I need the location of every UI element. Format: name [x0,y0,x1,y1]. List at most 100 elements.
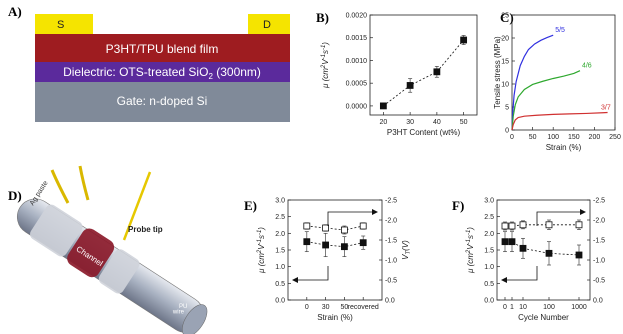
data-point-filled [303,238,311,246]
data-point-open [575,221,583,229]
x-tick-label: 0 [305,304,309,311]
gate-layer [35,82,290,122]
plot-frame [287,199,383,301]
x-tick-label: recovered [348,304,379,311]
drain-label: D [263,19,271,31]
y-tick-label: 2.5 [275,214,285,221]
left-axis-arrow [503,266,538,281]
data-point-filled [359,239,367,247]
plot-frame [511,14,616,131]
y-tick-label-right: -2.0 [385,218,397,225]
series-line [511,34,554,131]
x-tick-label: 30 [406,119,414,126]
panel-f-letter: F) [452,198,464,213]
probe-tip [122,171,152,241]
data-point-filled [501,238,509,246]
chart-e: E) 0.0 0.5 1.0 1.5 2.0 2.5 3.0 0.0 -0.5 -1.0 -1.5 -2… [244,198,412,323]
right-axis-arrow [536,211,584,226]
drain-contact [248,14,290,34]
series-line [505,241,580,256]
y-axis-label-part: 2 [321,64,327,69]
y-tick-label: 1.0 [275,264,285,271]
pu-wire-label-1: PU [179,304,187,310]
data-point-filled [575,251,583,259]
data-point-open [508,222,516,230]
panel-b-letter: B) [316,10,329,25]
y-axis-label-part: V [466,244,475,250]
y-tick-label: 0.0 [275,298,285,305]
y-axis-label-right-part: V [401,254,410,260]
y-tick-label: 2.0 [275,231,285,238]
right-axis-arrow [327,211,376,226]
x-tick-label: 200 [589,134,601,141]
plot-frame [496,199,591,301]
chart-f: F) 0.0 0.5 1.0 1.5 2.0 2.5 3.0 0.0 -0.5 -1.0 -1.5 -2… [452,198,605,323]
y-tick-label: 0.0020 [346,13,368,20]
y-axis-label-part: 2 [257,249,263,254]
y-tick-label: 25 [501,13,509,20]
y-tick-label: 0.0 [484,298,494,305]
y-tick-label-right: -2.0 [593,218,605,225]
plot-frame [369,14,478,116]
series-line [511,111,608,131]
dielectric-layer [35,62,290,82]
gold-lead-left [50,169,70,204]
y-tick-label: 3.0 [484,198,494,205]
pu-wire-label-2: wire [172,309,185,315]
y-axis-label-part: V [321,59,330,65]
y-tick-label: 0 [505,128,509,135]
probe-tip-label: Probe tip [128,225,163,234]
x-tick-label: 1 [510,304,514,311]
data-point-filled [340,243,348,251]
y-axis-label-part: ) [257,227,266,231]
x-tick-label: 30 [322,304,330,311]
y-tick-label: 2.5 [484,214,494,221]
series-label: 4/6 [582,63,592,70]
y-axis-label-part: -1 [257,230,263,235]
series-line [306,225,364,231]
y-axis-label-part: s [257,235,266,239]
y-tick-label-right: -1.5 [593,238,605,245]
y-tick-label: 1.5 [484,248,494,255]
chart-b: B) 20 30 40 50 0.0000 0.0005 0.0010 0.0015 0.0020… [316,10,478,137]
gate-label: Gate: n-doped Si [117,94,208,108]
x-tick-label: 100 [543,304,555,311]
data-point-filled [508,238,516,246]
y-tick-label: 0.0005 [346,81,368,88]
x-axis-label: Cycle Number [518,313,569,322]
y-axis-label-part: -1 [257,239,263,244]
y-axis-label-part: -1 [466,230,472,235]
data-point-open [359,222,367,230]
data-line [383,39,464,107]
x-tick-label: 1000 [571,304,587,311]
data-point-open [501,222,509,230]
channel-region [67,228,115,278]
left-axis-arrowhead [501,277,507,283]
data-point-open [340,226,348,234]
y-tick-label-right: -1.0 [385,258,397,265]
panel-d-wire-illustration: Channel Ag paste PU wire Probe tip [16,165,208,334]
right-axis-arrowhead [372,209,378,215]
x-tick-label: 100 [547,134,559,141]
y-axis-label-part: μ (cm [466,253,475,274]
y-tick-label: 0.5 [484,281,494,288]
x-tick-label: 20 [379,119,387,126]
y-tick-label: 20 [501,36,509,43]
y-axis-label-part: -1 [466,239,472,244]
wire-end-cap [182,304,208,334]
source-label: S [57,19,64,31]
right-axis-arrowhead [580,209,586,215]
y-tick-label: 1.5 [275,248,285,255]
data-point-filled [545,249,553,257]
data-point-filled [519,244,527,252]
y-tick-label-right: -0.5 [385,278,397,285]
series-line [306,241,364,248]
data-point [460,36,468,44]
data-point-open [322,224,330,232]
y-tick-label: 5 [505,105,509,112]
y-tick-label: 0.0015 [346,35,368,42]
y-tick-label-right: -1.0 [593,258,605,265]
y-axis-label-part: -1 [321,45,327,50]
y-axis-label-part: ) [321,42,330,46]
x-axis-label: Strain (%) [546,143,582,152]
